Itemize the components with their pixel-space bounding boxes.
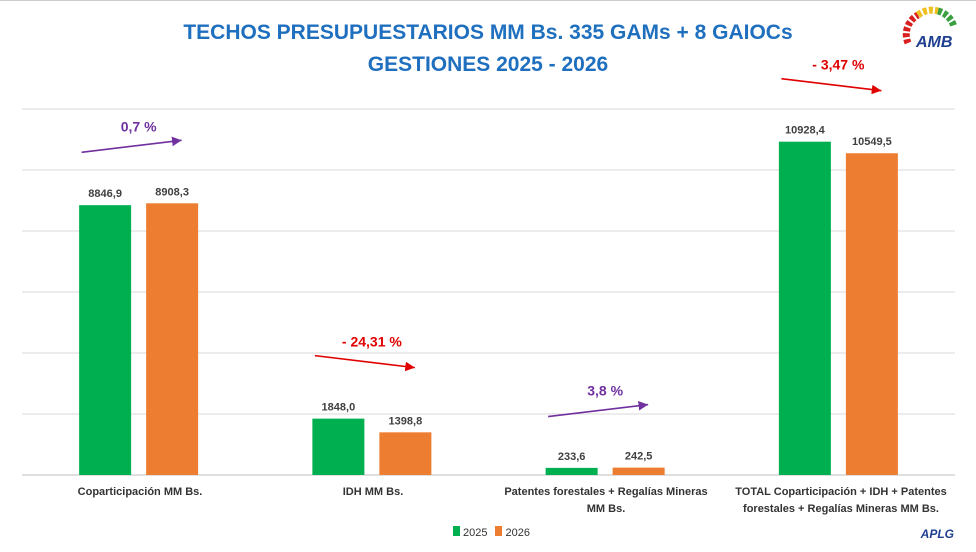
bar-2025 xyxy=(778,141,831,475)
svg-text:AMB: AMB xyxy=(915,34,952,49)
legend-item-2026: 2026 xyxy=(495,526,530,539)
legend: 2025 2026 xyxy=(453,526,530,539)
data-label: 1398,8 xyxy=(389,415,423,427)
trend-arrow xyxy=(81,136,182,154)
bar-2026 xyxy=(612,467,665,475)
bar-2025 xyxy=(312,418,365,475)
legend-item-2025: 2025 xyxy=(453,526,487,539)
data-label: 8846,9 xyxy=(88,188,122,200)
trend-arrow xyxy=(781,77,882,95)
data-label: 10549,5 xyxy=(852,136,892,148)
data-label: 233,6 xyxy=(558,451,586,463)
amb-logo: AMB xyxy=(902,6,958,49)
data-label: 242,5 xyxy=(625,451,653,463)
category-label: TOTAL Coparticipación + IDH + Patentes f… xyxy=(735,486,947,515)
category-label: Coparticipación MM Bs. xyxy=(77,486,203,498)
category-label: IDH MM Bs. xyxy=(342,486,404,498)
chart-subtitle: GESTIONES 2025 - 2026 xyxy=(367,53,609,76)
change-annotation: - 3,47 % xyxy=(812,57,865,73)
data-label: 10928,4 xyxy=(785,125,826,137)
bar-2025 xyxy=(79,205,132,475)
bar-2026 xyxy=(845,153,898,476)
trend-arrow xyxy=(314,354,415,372)
bar-2026 xyxy=(146,203,199,475)
data-label: 8908,3 xyxy=(155,186,189,198)
bar-2025 xyxy=(545,467,598,475)
category-label: Patentes forestales + Regalías Mineras M… xyxy=(504,486,708,515)
chart-title: TECHOS PRESUPUESTARIOS MM Bs. 335 GAMs +… xyxy=(183,21,793,44)
change-annotation: - 24,31 % xyxy=(342,334,402,350)
change-annotation: 3,8 % xyxy=(587,383,623,399)
footer-label: APLG xyxy=(920,527,954,541)
bar-2026 xyxy=(379,432,432,475)
trend-arrow xyxy=(548,400,649,418)
change-annotation: 0,7 % xyxy=(121,118,157,134)
data-label: 1848,0 xyxy=(322,402,356,414)
